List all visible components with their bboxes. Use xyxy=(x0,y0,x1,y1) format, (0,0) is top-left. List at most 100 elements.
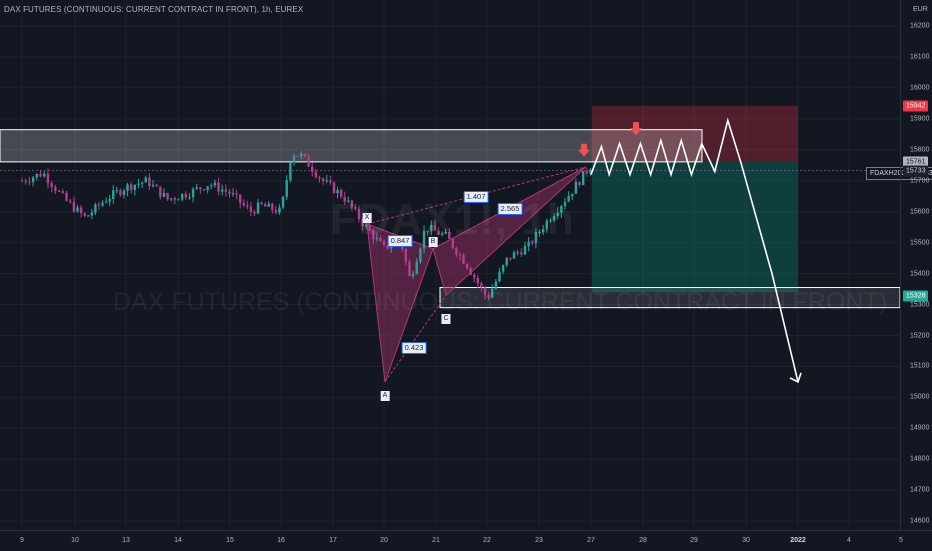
candle-body xyxy=(303,153,307,156)
candle-body xyxy=(494,281,498,289)
candle-body xyxy=(552,216,556,221)
time-axis[interactable] xyxy=(0,530,932,551)
candle-body xyxy=(458,254,462,256)
time-tick-label: 30 xyxy=(742,537,750,544)
candle-body xyxy=(79,207,83,214)
candle-body xyxy=(455,247,458,255)
projection-arrowhead xyxy=(789,372,802,384)
candle-body xyxy=(159,186,162,197)
harmonic-xd-line xyxy=(366,166,587,225)
candle-body xyxy=(213,182,217,186)
candle-body xyxy=(155,184,158,187)
time-tick-label: 5 xyxy=(899,537,903,544)
candle-body xyxy=(54,187,57,192)
chart-title: DAX FUTURES (CONTINUOUS: CURRENT CONTRAC… xyxy=(4,5,304,14)
support-zone-box xyxy=(439,287,900,309)
watermark-description: DAX FUTURES (CONTINUOUS: CURRENT CONTRAC… xyxy=(113,288,888,316)
candle-body xyxy=(210,185,213,187)
candle-body xyxy=(357,208,361,220)
candle-body xyxy=(527,241,530,247)
candle-body xyxy=(531,241,534,244)
candle-body xyxy=(137,183,140,185)
candle-body xyxy=(476,277,480,284)
time-tick-label: 9 xyxy=(20,537,24,544)
candle-body xyxy=(122,190,126,195)
candle-body xyxy=(444,232,447,234)
candle-body xyxy=(140,182,144,184)
candle-body xyxy=(57,191,61,193)
price-tick-label: 15700 xyxy=(910,177,930,185)
candle-body xyxy=(35,173,39,178)
candle-body xyxy=(126,184,129,191)
candle-body xyxy=(231,193,235,195)
time-tick-label: 20 xyxy=(380,537,388,544)
candle-body xyxy=(83,213,86,217)
pattern-point-x: X xyxy=(362,213,372,223)
candle-body xyxy=(505,257,508,266)
candle-body xyxy=(382,241,386,246)
candle-body xyxy=(560,205,563,213)
candle-body xyxy=(162,192,166,197)
time-tick-label: 10 xyxy=(71,537,79,544)
candle-body xyxy=(296,155,299,157)
sell-signal-arrow-icon xyxy=(578,143,590,157)
fib-ratio-xd: 1.407 xyxy=(463,191,489,203)
candle-body xyxy=(267,203,270,207)
price-tick-label: 16100 xyxy=(910,53,930,61)
candle-body xyxy=(20,180,24,182)
candle-body xyxy=(318,177,321,179)
stop-loss-zone xyxy=(592,105,798,162)
candle-body xyxy=(148,177,151,187)
harmonic-ac-line xyxy=(384,294,447,383)
candle-body xyxy=(256,202,260,214)
candle-body xyxy=(289,162,292,181)
candle-body xyxy=(368,224,371,231)
candle-body xyxy=(343,196,346,202)
candle-body xyxy=(451,238,455,248)
time-tick-label: 2022 xyxy=(790,537,806,544)
price-tag: 15761 xyxy=(903,156,929,168)
candle-body xyxy=(534,232,538,244)
candle-body xyxy=(239,194,242,203)
candle-body xyxy=(133,184,137,190)
price-tick-label: 15800 xyxy=(910,146,930,154)
candle-body xyxy=(217,182,220,192)
candle-body xyxy=(72,201,76,212)
candle-body xyxy=(39,173,42,177)
candle-body xyxy=(195,187,198,189)
candle-body xyxy=(188,197,191,199)
candle-body xyxy=(104,201,108,203)
time-tick-label: 16 xyxy=(277,537,285,544)
candle-body xyxy=(473,274,476,278)
price-axis[interactable] xyxy=(900,0,932,530)
candle-body xyxy=(578,182,581,186)
candle-body xyxy=(130,184,133,190)
candle-body xyxy=(556,212,559,217)
candle-body xyxy=(336,189,339,194)
chart-pane[interactable]: DAX FUTURES (CONTINUOUS: CURRENT CONTRAC… xyxy=(0,0,932,530)
candle-body xyxy=(361,219,364,227)
take-profit-zone xyxy=(592,161,798,293)
currency-label: EUR xyxy=(913,6,928,13)
chart-canvas[interactable] xyxy=(0,0,900,530)
candle-body xyxy=(372,230,375,240)
candle-body xyxy=(549,220,552,222)
time-tick-label: 14 xyxy=(174,537,182,544)
candle-body xyxy=(437,230,440,235)
time-tick-label: 15 xyxy=(226,537,234,544)
candle-body xyxy=(520,252,523,255)
candle-body xyxy=(314,171,318,178)
candle-body xyxy=(582,171,585,186)
candle-body xyxy=(538,231,541,233)
candle-body xyxy=(166,192,169,200)
candle-body xyxy=(329,180,332,183)
candle-body xyxy=(426,230,429,232)
candle-body xyxy=(571,193,574,196)
candle-body xyxy=(191,188,195,198)
candle-body xyxy=(300,153,303,157)
candle-body xyxy=(46,173,50,184)
candle-body xyxy=(422,230,426,249)
candle-body xyxy=(249,206,253,212)
candle-body xyxy=(87,215,90,217)
price-tick-label: 15500 xyxy=(910,239,930,247)
